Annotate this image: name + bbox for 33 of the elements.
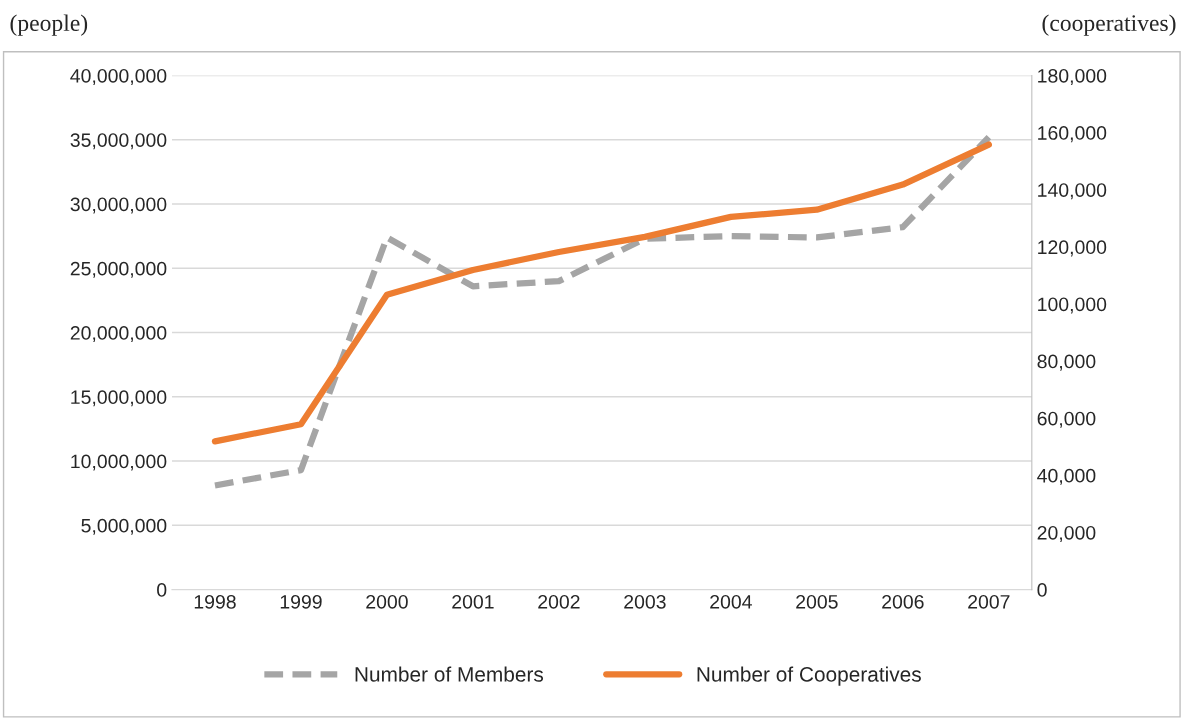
y-tick-label: 0 xyxy=(157,583,167,597)
x-tick-label: 1998 xyxy=(194,594,236,609)
y2-tick-label: 180,000 xyxy=(1038,68,1107,86)
y2-axis-title: (cooperatives) xyxy=(1042,14,1176,36)
x-tick-label: 2006 xyxy=(882,594,924,609)
y-tick-label: 40,000,000 xyxy=(70,68,167,86)
legend-label: Number of Members xyxy=(355,666,544,682)
y2-tick-label: 0 xyxy=(1037,583,1047,597)
y2-tick-label: 100,000 xyxy=(1038,297,1107,314)
legend-label: Number of Cooperatives xyxy=(697,666,921,686)
y2-tick-label: 140,000 xyxy=(1038,183,1107,200)
y-tick-label: 30,000,000 xyxy=(70,197,167,214)
y2-tick-label: 20,000 xyxy=(1037,525,1096,542)
x-tick-label: 2003 xyxy=(624,594,666,609)
y-tick-label: 10,000,000 xyxy=(71,454,167,471)
y2-tick-label: 80,000 xyxy=(1037,354,1096,371)
y-axis-title: (people) xyxy=(10,14,88,36)
y2-tick-label: 120,000 xyxy=(1038,240,1107,257)
y2-tick-label: 60,000 xyxy=(1037,411,1096,428)
x-tick-label: 1999 xyxy=(280,594,322,609)
y-tick-label: 25,000,000 xyxy=(70,261,167,278)
y-tick-label: 5,000,000 xyxy=(81,518,167,535)
y-tick-label: 20,000,000 xyxy=(70,326,167,343)
x-tick-label: 2007 xyxy=(968,594,1010,609)
y2-tick-label: 160,000 xyxy=(1038,126,1107,143)
x-tick-label: 2004 xyxy=(710,594,752,609)
x-tick-label: 2002 xyxy=(538,594,580,609)
x-tick-label: 2001 xyxy=(452,594,494,609)
y-tick-label: 15,000,000 xyxy=(71,390,167,407)
y2-tick-label: 40,000 xyxy=(1037,468,1096,485)
x-tick-label: 2005 xyxy=(796,594,838,609)
y-tick-label: 35,000,000 xyxy=(70,133,167,150)
x-tick-label: 2000 xyxy=(366,594,408,609)
